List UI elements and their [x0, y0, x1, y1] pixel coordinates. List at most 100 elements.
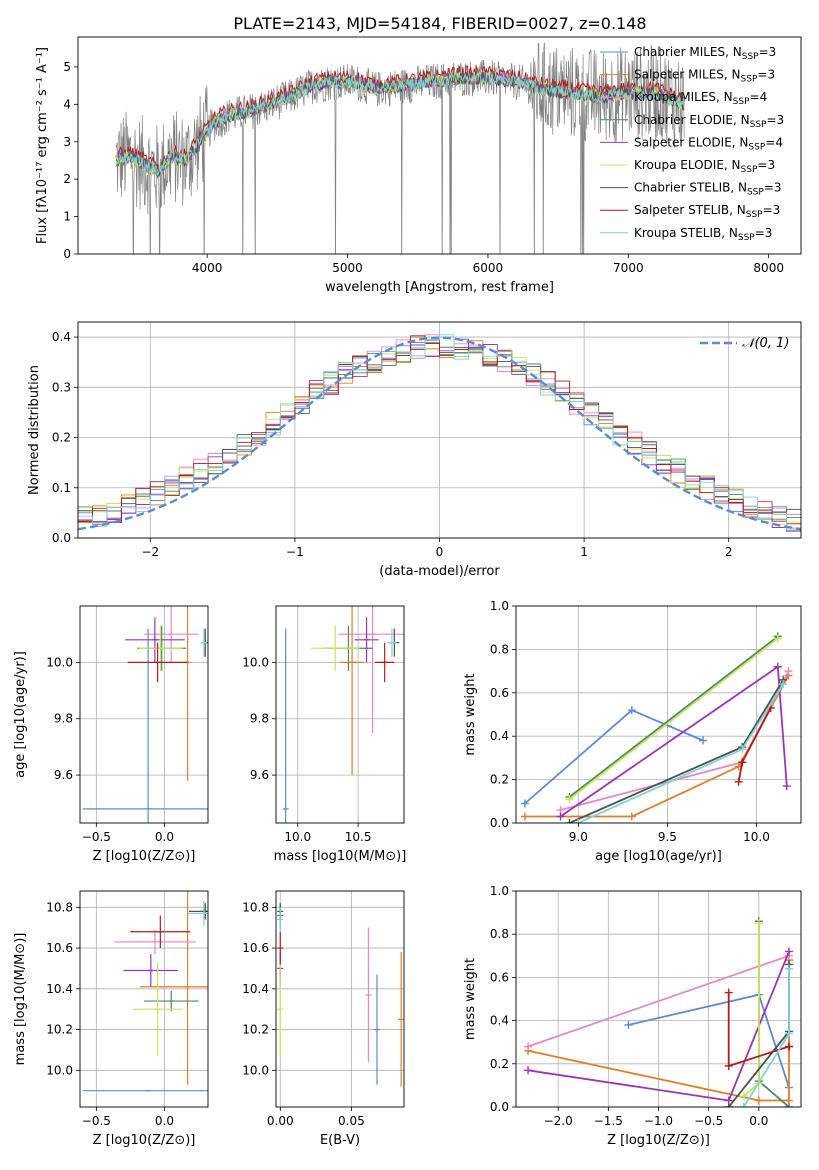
y-tick-label: 1.0	[490, 599, 509, 613]
data-point	[200, 628, 207, 657]
weight-marker	[699, 736, 708, 745]
y-tick-label: 0.2	[490, 1057, 509, 1071]
x-axis-label: Z [log10(Z/Z⊙)]	[607, 1133, 710, 1148]
y-tick-label: 0.2	[52, 431, 71, 445]
data-point	[133, 962, 183, 1057]
data-point	[277, 931, 284, 965]
x-tick-label: 0.05	[338, 1114, 365, 1128]
histogram-step	[78, 335, 801, 525]
x-axis-label: Z [log10(Z/Z⊙)]	[93, 849, 196, 864]
weight-marker	[724, 1061, 733, 1070]
data-point	[127, 642, 188, 683]
weight-marker	[738, 745, 747, 754]
x-tick-label: 0.0	[749, 1114, 768, 1128]
x-tick-label: −2.0	[544, 1114, 573, 1128]
x-tick-label: 10.0	[284, 830, 311, 844]
weight-marker	[754, 1096, 763, 1105]
data-point	[138, 625, 183, 671]
y-tick-label: 0.6	[490, 686, 509, 700]
x-axis-label: age [log10(age/yr)]	[595, 849, 722, 864]
plot-content	[82, 606, 208, 823]
x-tick-label: −1.0	[644, 1114, 673, 1128]
weight-marker	[739, 1103, 748, 1107]
plot-content	[277, 903, 404, 1087]
weight-line	[527, 954, 790, 1048]
axes-age-vs-Z: −0.5 0.0 9.6 9.8 10.0 Z [log10(Z/Z⊙)] age [log…	[13, 605, 209, 864]
data-point	[311, 625, 360, 671]
x-tick-label: 8000	[753, 261, 784, 275]
x-tick-label: 9.0	[569, 830, 588, 844]
legend-label: Kroupa ELODIE, NSSP=3	[634, 158, 775, 175]
y-tick-label: 5	[63, 60, 71, 74]
legend-label: Chabrier STELIB, NSSP=3	[634, 181, 782, 198]
y-tick-label: 1	[63, 210, 71, 224]
weight-marker	[734, 777, 743, 786]
y-axis-label: mass [log10(M/M⊙)]	[13, 933, 28, 1066]
legend-label: Salpeter MILES, NSSP=3	[634, 68, 775, 85]
weight-marker	[784, 1029, 793, 1038]
y-tick-label: 0.4	[52, 330, 71, 344]
legend-label: Salpeter ELODIE, NSSP=4	[634, 135, 783, 152]
axes-age-vs-mass: 10.0 10.5 9.6 9.8 10.0 mass [log10(M/M⊙)]	[242, 605, 406, 864]
x-tick-label: −2	[141, 545, 159, 559]
plot-content	[82, 891, 208, 1092]
y-tick-label: 9.8	[250, 712, 269, 726]
weight-series	[565, 634, 782, 804]
weight-series	[739, 964, 793, 1107]
weight-marker	[738, 758, 747, 767]
y-tick-label: 0.3	[52, 380, 71, 394]
weight-series	[556, 662, 791, 821]
axes-frame	[79, 605, 209, 824]
x-tick-label: 0.00	[267, 1114, 294, 1128]
weight-marker	[784, 1103, 793, 1107]
axes-frame	[77, 36, 802, 255]
weight-marker	[784, 667, 793, 676]
axes-mass-vs-Z: −0.5 0.0 10.0 10.2 10.4 10.6 10.8 Z [log10(Z/Z⊙…	[13, 890, 209, 1148]
y-tick-label: 0.0	[490, 816, 509, 830]
x-tick-label: −0.5	[694, 1114, 723, 1128]
histogram-step	[78, 334, 801, 531]
y-tick-label: 0.2	[490, 773, 509, 787]
plot-content	[282, 606, 404, 823]
figure-title: PLATE=2143, MJD=54184, FIBERID=0027, z=0…	[233, 14, 646, 33]
data-point	[139, 891, 208, 1085]
weight-marker	[739, 1092, 748, 1101]
x-tick-label: 9.5	[658, 830, 677, 844]
x-tick-label: 0.0	[155, 1114, 174, 1128]
y-tick-label: 0.8	[490, 927, 509, 941]
weight-marker	[574, 819, 583, 823]
weight-marker	[784, 964, 793, 973]
data-point	[277, 962, 284, 1057]
plot-content	[115, 42, 685, 254]
data-point	[123, 954, 179, 987]
legend-label: Chabrier ELODIE, NSSP=3	[634, 113, 784, 130]
weight-marker	[724, 1103, 733, 1107]
y-tick-label: 4	[63, 97, 71, 111]
legend: 𝒩(0, 1)	[700, 336, 789, 351]
data-point	[130, 915, 191, 949]
y-axis-label: mass weight	[463, 673, 478, 755]
x-tick-label: 10.0	[743, 830, 770, 844]
data-point	[338, 606, 404, 733]
axes-frame	[275, 605, 405, 824]
weight-marker	[779, 680, 788, 689]
legend-label: Salpeter STELIB, NSSP=3	[634, 203, 780, 220]
weight-line	[568, 637, 779, 800]
weight-marker	[627, 812, 636, 821]
legend: Chabrier MILES, NSSP=3 Salpeter MILES, NS…	[600, 45, 784, 243]
y-tick-label: 10.2	[46, 1023, 73, 1037]
y-tick-label: 10.0	[46, 1063, 73, 1077]
weight-marker	[782, 782, 791, 791]
weight-series	[724, 988, 793, 1070]
y-tick-label: 2	[63, 172, 71, 186]
axes-frame	[515, 890, 802, 1108]
y-tick-label: 10.0	[46, 655, 73, 669]
weight-marker	[784, 1042, 793, 1051]
y-tick-label: 9.6	[54, 768, 73, 782]
x-tick-label: 2	[725, 545, 733, 559]
weight-line	[568, 635, 779, 798]
weight-marker	[520, 812, 529, 821]
weight-marker	[773, 634, 782, 643]
data-point	[375, 642, 395, 683]
data-point	[82, 628, 208, 823]
